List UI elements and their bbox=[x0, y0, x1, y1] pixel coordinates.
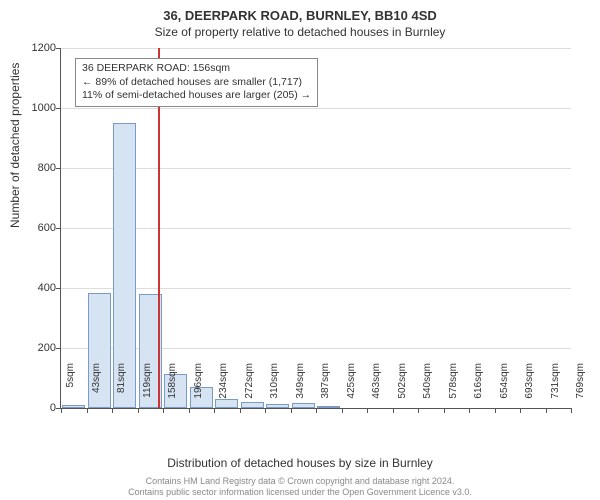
xtick-mark bbox=[61, 408, 62, 413]
gridline bbox=[61, 168, 571, 169]
gridline bbox=[61, 348, 571, 349]
xtick-label: 81sqm bbox=[116, 363, 127, 413]
annotation-line: 11% of semi-detached houses are larger (… bbox=[82, 89, 311, 103]
footer-line: Contains public sector information licen… bbox=[0, 487, 600, 498]
xtick-mark bbox=[444, 408, 445, 413]
ytick-mark bbox=[56, 168, 61, 169]
y-axis-label: Number of detached properties bbox=[8, 63, 22, 228]
xtick-label: 196sqm bbox=[193, 363, 204, 413]
xtick-mark bbox=[367, 408, 368, 413]
xtick-mark bbox=[163, 408, 164, 413]
xtick-mark bbox=[214, 408, 215, 413]
xtick-label: 731sqm bbox=[550, 363, 561, 413]
xtick-mark bbox=[520, 408, 521, 413]
xtick-mark bbox=[418, 408, 419, 413]
xtick-label: 693sqm bbox=[524, 363, 535, 413]
gridline bbox=[61, 228, 571, 229]
xtick-mark bbox=[571, 408, 572, 413]
ytick-mark bbox=[56, 348, 61, 349]
xtick-label: 272sqm bbox=[244, 363, 255, 413]
gridline bbox=[61, 288, 571, 289]
xtick-mark bbox=[138, 408, 139, 413]
ytick-label: 0 bbox=[21, 402, 56, 414]
xtick-label: 463sqm bbox=[371, 363, 382, 413]
ytick-label: 1000 bbox=[21, 102, 56, 114]
ytick-mark bbox=[56, 108, 61, 109]
chart-title-main: 36, DEERPARK ROAD, BURNLEY, BB10 4SD bbox=[0, 0, 600, 23]
xtick-label: 769sqm bbox=[575, 363, 586, 413]
footer-line: Contains HM Land Registry data © Crown c… bbox=[0, 476, 600, 487]
footer-attribution: Contains HM Land Registry data © Crown c… bbox=[0, 476, 600, 498]
xtick-mark bbox=[87, 408, 88, 413]
xtick-mark bbox=[342, 408, 343, 413]
xtick-label: 310sqm bbox=[269, 363, 280, 413]
ytick-mark bbox=[56, 48, 61, 49]
xtick-mark bbox=[291, 408, 292, 413]
annotation-line: 36 DEERPARK ROAD: 156sqm bbox=[82, 62, 311, 76]
xtick-label: 654sqm bbox=[499, 363, 510, 413]
ytick-label: 800 bbox=[21, 162, 56, 174]
xtick-label: 425sqm bbox=[346, 363, 357, 413]
xtick-label: 119sqm bbox=[142, 363, 153, 413]
xtick-label: 349sqm bbox=[295, 363, 306, 413]
xtick-mark bbox=[495, 408, 496, 413]
xtick-label: 158sqm bbox=[167, 363, 178, 413]
xtick-mark bbox=[316, 408, 317, 413]
xtick-mark bbox=[393, 408, 394, 413]
ytick-label: 600 bbox=[21, 222, 56, 234]
xtick-mark bbox=[546, 408, 547, 413]
annotation-box: 36 DEERPARK ROAD: 156sqm ← 89% of detach… bbox=[75, 58, 318, 107]
gridline bbox=[61, 108, 571, 109]
ytick-label: 400 bbox=[21, 282, 56, 294]
ytick-label: 1200 bbox=[21, 42, 56, 54]
annotation-line: ← 89% of detached houses are smaller (1,… bbox=[82, 76, 311, 90]
xtick-label: 5sqm bbox=[65, 363, 76, 413]
xtick-mark bbox=[240, 408, 241, 413]
xtick-mark bbox=[189, 408, 190, 413]
ytick-label: 200 bbox=[21, 342, 56, 354]
ytick-mark bbox=[56, 228, 61, 229]
ytick-mark bbox=[56, 288, 61, 289]
xtick-mark bbox=[469, 408, 470, 413]
gridline bbox=[61, 48, 571, 49]
xtick-mark bbox=[265, 408, 266, 413]
x-axis-label: Distribution of detached houses by size … bbox=[0, 456, 600, 470]
xtick-mark bbox=[112, 408, 113, 413]
xtick-label: 540sqm bbox=[422, 363, 433, 413]
xtick-label: 43sqm bbox=[91, 363, 102, 413]
chart-title-sub: Size of property relative to detached ho… bbox=[0, 23, 600, 39]
xtick-label: 578sqm bbox=[448, 363, 459, 413]
xtick-label: 234sqm bbox=[218, 363, 229, 413]
xtick-label: 502sqm bbox=[397, 363, 408, 413]
xtick-label: 616sqm bbox=[473, 363, 484, 413]
xtick-label: 387sqm bbox=[320, 363, 331, 413]
